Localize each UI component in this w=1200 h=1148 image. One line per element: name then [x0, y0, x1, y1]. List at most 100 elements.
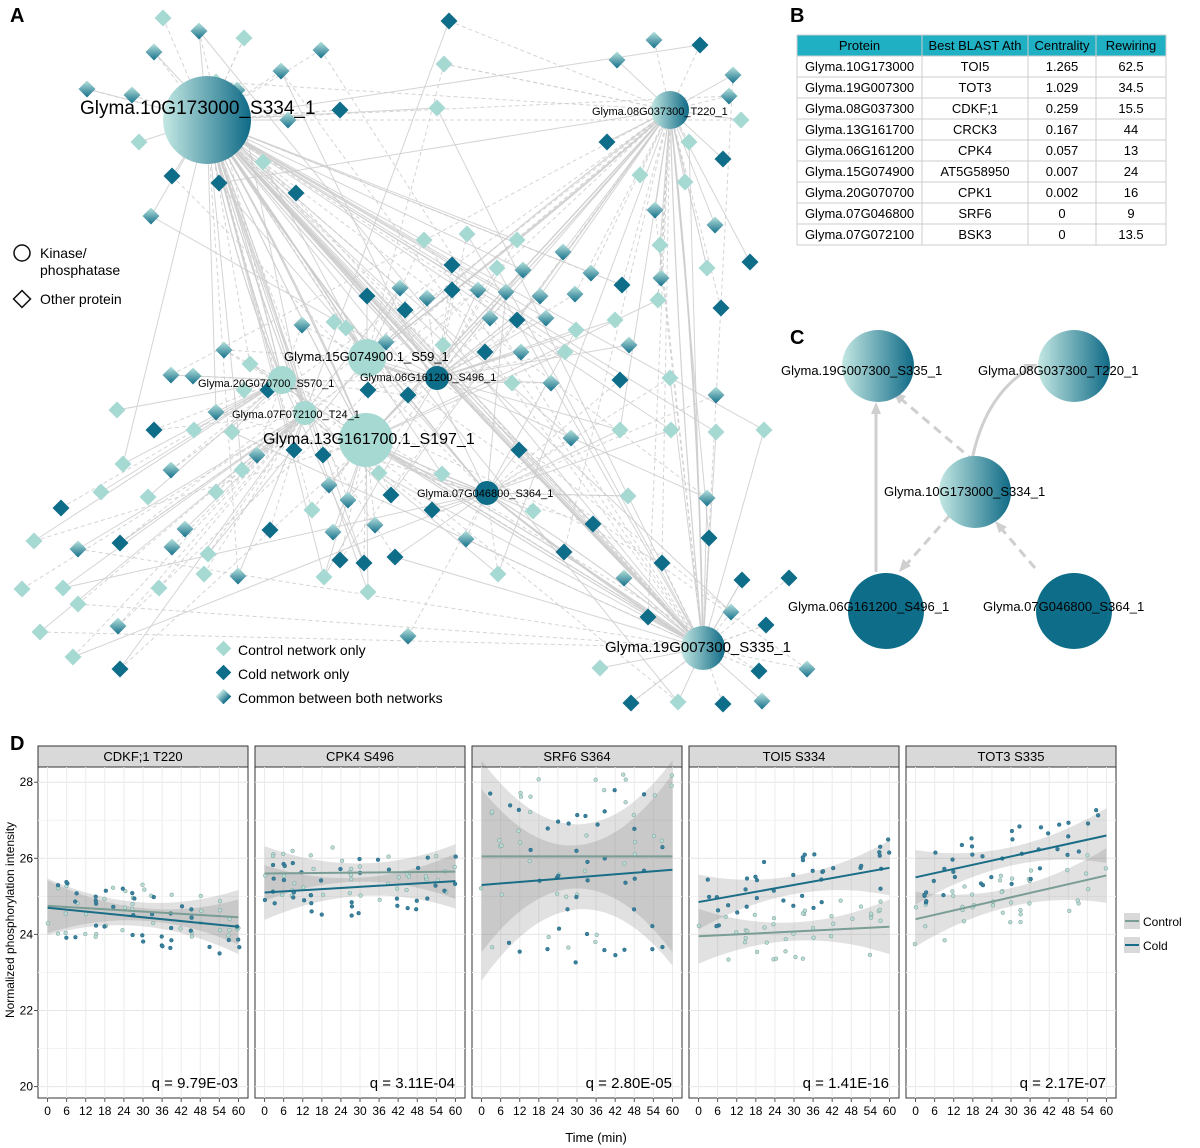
data-point-cold: [575, 812, 580, 818]
network-node: [639, 608, 657, 626]
x-tick-label: 54: [1081, 1104, 1095, 1118]
data-point-control: [499, 843, 504, 848]
x-tick-label: 42: [826, 1104, 840, 1118]
data-point-control: [330, 845, 335, 850]
hub-cpk4: [425, 366, 449, 390]
network-edge: [621, 109, 671, 286]
data-point-control: [516, 828, 521, 833]
data-point-control: [800, 956, 806, 961]
data-point-cold: [1017, 824, 1022, 829]
network-edge: [436, 239, 518, 379]
data-point-control: [990, 903, 996, 908]
data-point-control: [1103, 866, 1109, 871]
hub-toi5: [163, 76, 251, 164]
data-point-cold: [877, 853, 882, 858]
x-tick-label: 48: [845, 1104, 859, 1118]
x-tick-label: 18: [749, 1104, 763, 1118]
network-node: [415, 231, 433, 249]
edge-c-5: [998, 526, 1037, 569]
data-point-cold: [290, 860, 295, 866]
data-point-control: [1027, 901, 1032, 906]
data-point-control: [793, 954, 798, 960]
data-point-control: [281, 873, 287, 878]
network-hub-nodes: [163, 76, 725, 670]
table-cell: 0.057: [1046, 143, 1079, 158]
network-edge: [122, 119, 208, 465]
fit-line-control: [264, 870, 456, 875]
data-point-control: [217, 927, 223, 933]
data-point-cold: [612, 788, 617, 793]
network-edge: [394, 556, 704, 649]
network-node: [370, 464, 388, 482]
data-point-control: [490, 809, 495, 814]
table-cell: Glyma.13G161700: [805, 122, 914, 137]
network-node: [382, 486, 400, 504]
data-point-cold: [878, 886, 883, 891]
data-point-cold: [802, 852, 807, 857]
data-point-control: [878, 918, 883, 923]
table-panel-b: Protein Best BLAST Ath Centrality Rewiring G…: [796, 34, 1167, 246]
network-edge: [262, 161, 704, 649]
data-point-control: [292, 881, 297, 886]
network-edge: [702, 647, 808, 670]
hub-bsk3: [293, 401, 317, 425]
network-node: [714, 695, 732, 713]
network-edge: [153, 412, 306, 431]
edge-c-4: [903, 514, 952, 567]
table-cell: 16: [1124, 185, 1138, 200]
x-tick-label: 42: [1043, 1104, 1057, 1118]
x-tick-label: 12: [296, 1104, 310, 1118]
chart-legend: Control Cold: [1124, 913, 1182, 953]
panel-d-letter: D: [10, 733, 24, 755]
table-cell: Glyma.15G074900: [805, 164, 914, 179]
data-point-control: [632, 839, 638, 845]
data-point-control: [1008, 920, 1013, 925]
network-node: [653, 554, 671, 572]
x-tick-label: 18: [315, 1104, 329, 1118]
network-edge: [206, 95, 730, 121]
data-point-cold: [574, 894, 579, 900]
data-point-control: [754, 949, 760, 955]
q-value-label: q = 3.11E-04: [370, 1075, 455, 1092]
network-node: [391, 279, 409, 297]
data-point-control: [546, 934, 551, 940]
x-tick-label: 42: [175, 1104, 189, 1118]
x-tick-label: 30: [1004, 1104, 1018, 1118]
network-edge: [366, 109, 671, 359]
table-cell: Glyma.10G173000: [805, 59, 914, 74]
data-point-cold: [74, 891, 79, 896]
data-point-cold: [1066, 834, 1071, 839]
x-tick-label: 36: [155, 1104, 169, 1118]
network-edge: [206, 119, 594, 525]
edge-c-2: [970, 366, 1031, 461]
hub-label-glyma15: Glyma.15G074900.1_S59_1: [284, 349, 449, 364]
network-edge: [60, 379, 283, 509]
network-edge: [486, 429, 621, 494]
network-node: [337, 319, 355, 337]
network-edge: [206, 119, 704, 649]
data-point-control: [55, 931, 61, 936]
network-node: [54, 579, 72, 597]
table-cell: Glyma.19G007300: [805, 80, 914, 95]
network-edge: [486, 492, 704, 649]
network-node: [443, 256, 461, 274]
network-node: [619, 487, 637, 505]
table-cell: 1.265: [1046, 59, 1079, 74]
data-point-cold: [394, 896, 400, 901]
network-edge: [206, 37, 245, 121]
data-point-control: [858, 904, 864, 909]
network-edge: [231, 412, 306, 433]
x-tick-label: 6: [931, 1104, 938, 1118]
network-edge: [702, 429, 765, 649]
data-point-control: [142, 887, 147, 892]
data-point-control: [594, 932, 599, 937]
shape-legend: Kinase/ phosphatase Other protein: [12, 244, 122, 309]
network-edge: [206, 119, 367, 441]
q-value-label: q = 2.17E-07: [1020, 1075, 1106, 1092]
network-edge: [436, 289, 453, 379]
x-tick-label: 12: [79, 1104, 93, 1118]
data-point-control: [745, 928, 750, 934]
data-point-cold: [453, 854, 458, 859]
data-point-control: [199, 908, 204, 914]
network-node: [325, 313, 343, 331]
